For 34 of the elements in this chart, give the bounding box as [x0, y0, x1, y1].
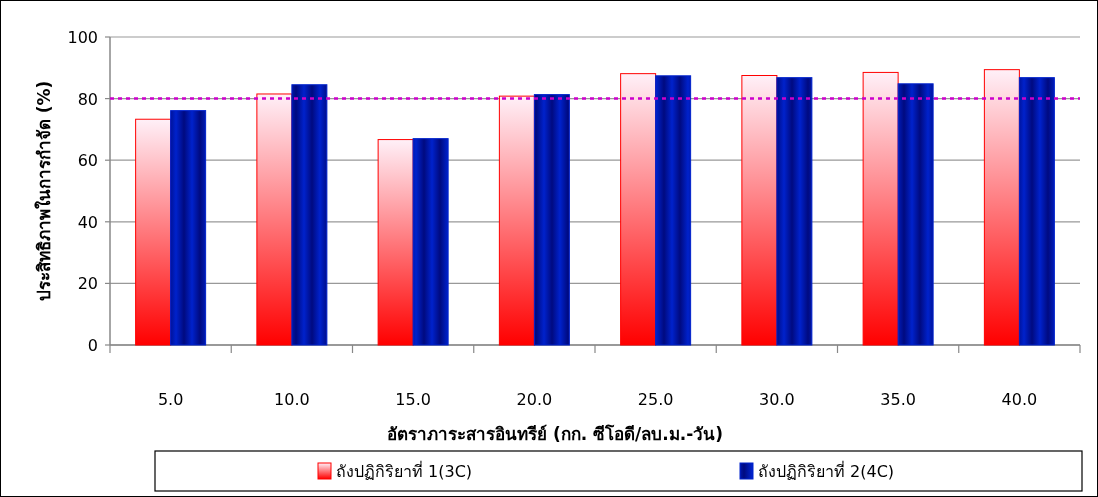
x-axis-title: อัตราภาระสารอินทรีย์ (กก. ซีโอดี/ลบ.ม.-วัน)	[386, 424, 724, 444]
bar	[256, 93, 293, 346]
x-tick-label: 5.0	[157, 390, 184, 409]
y-tick-label: 20	[77, 274, 98, 294]
x-tick-label: 40.0	[1001, 390, 1038, 409]
y-tick-label: 40	[77, 212, 98, 232]
x-tick-label: 20.0	[516, 390, 553, 409]
y-axis-title: ประสิทธิภาพในการกำจัด (%)	[34, 80, 54, 302]
bar	[170, 110, 207, 346]
y-tick-label: 100	[67, 28, 98, 47]
bar	[291, 84, 328, 346]
legend-label: ถังปฏิกิริยาที่ 2(4C)	[758, 460, 895, 481]
x-tick-label: 30.0	[759, 390, 795, 409]
bar	[983, 69, 1020, 346]
x-tick-label: 35.0	[880, 390, 916, 409]
x-tick-label: 25.0	[637, 390, 674, 409]
bar	[897, 83, 934, 346]
bar	[135, 118, 172, 346]
bar	[620, 73, 657, 346]
bar	[1018, 77, 1055, 346]
bar	[741, 75, 778, 346]
bar	[776, 77, 813, 346]
bar	[533, 94, 570, 346]
x-tick-label: 15.0	[395, 390, 431, 409]
y-tick-label: 60	[77, 151, 98, 171]
y-tick-label: 0	[87, 336, 98, 355]
y-tick-label: 80	[77, 89, 98, 109]
legend-label: ถังปฏิกิริยาที่ 1(3C)	[336, 460, 473, 481]
bar	[862, 71, 899, 346]
bar	[655, 75, 692, 346]
x-tick-label: 10.0	[274, 390, 310, 409]
bar	[498, 95, 535, 346]
bar	[377, 139, 414, 346]
bar	[412, 138, 449, 346]
